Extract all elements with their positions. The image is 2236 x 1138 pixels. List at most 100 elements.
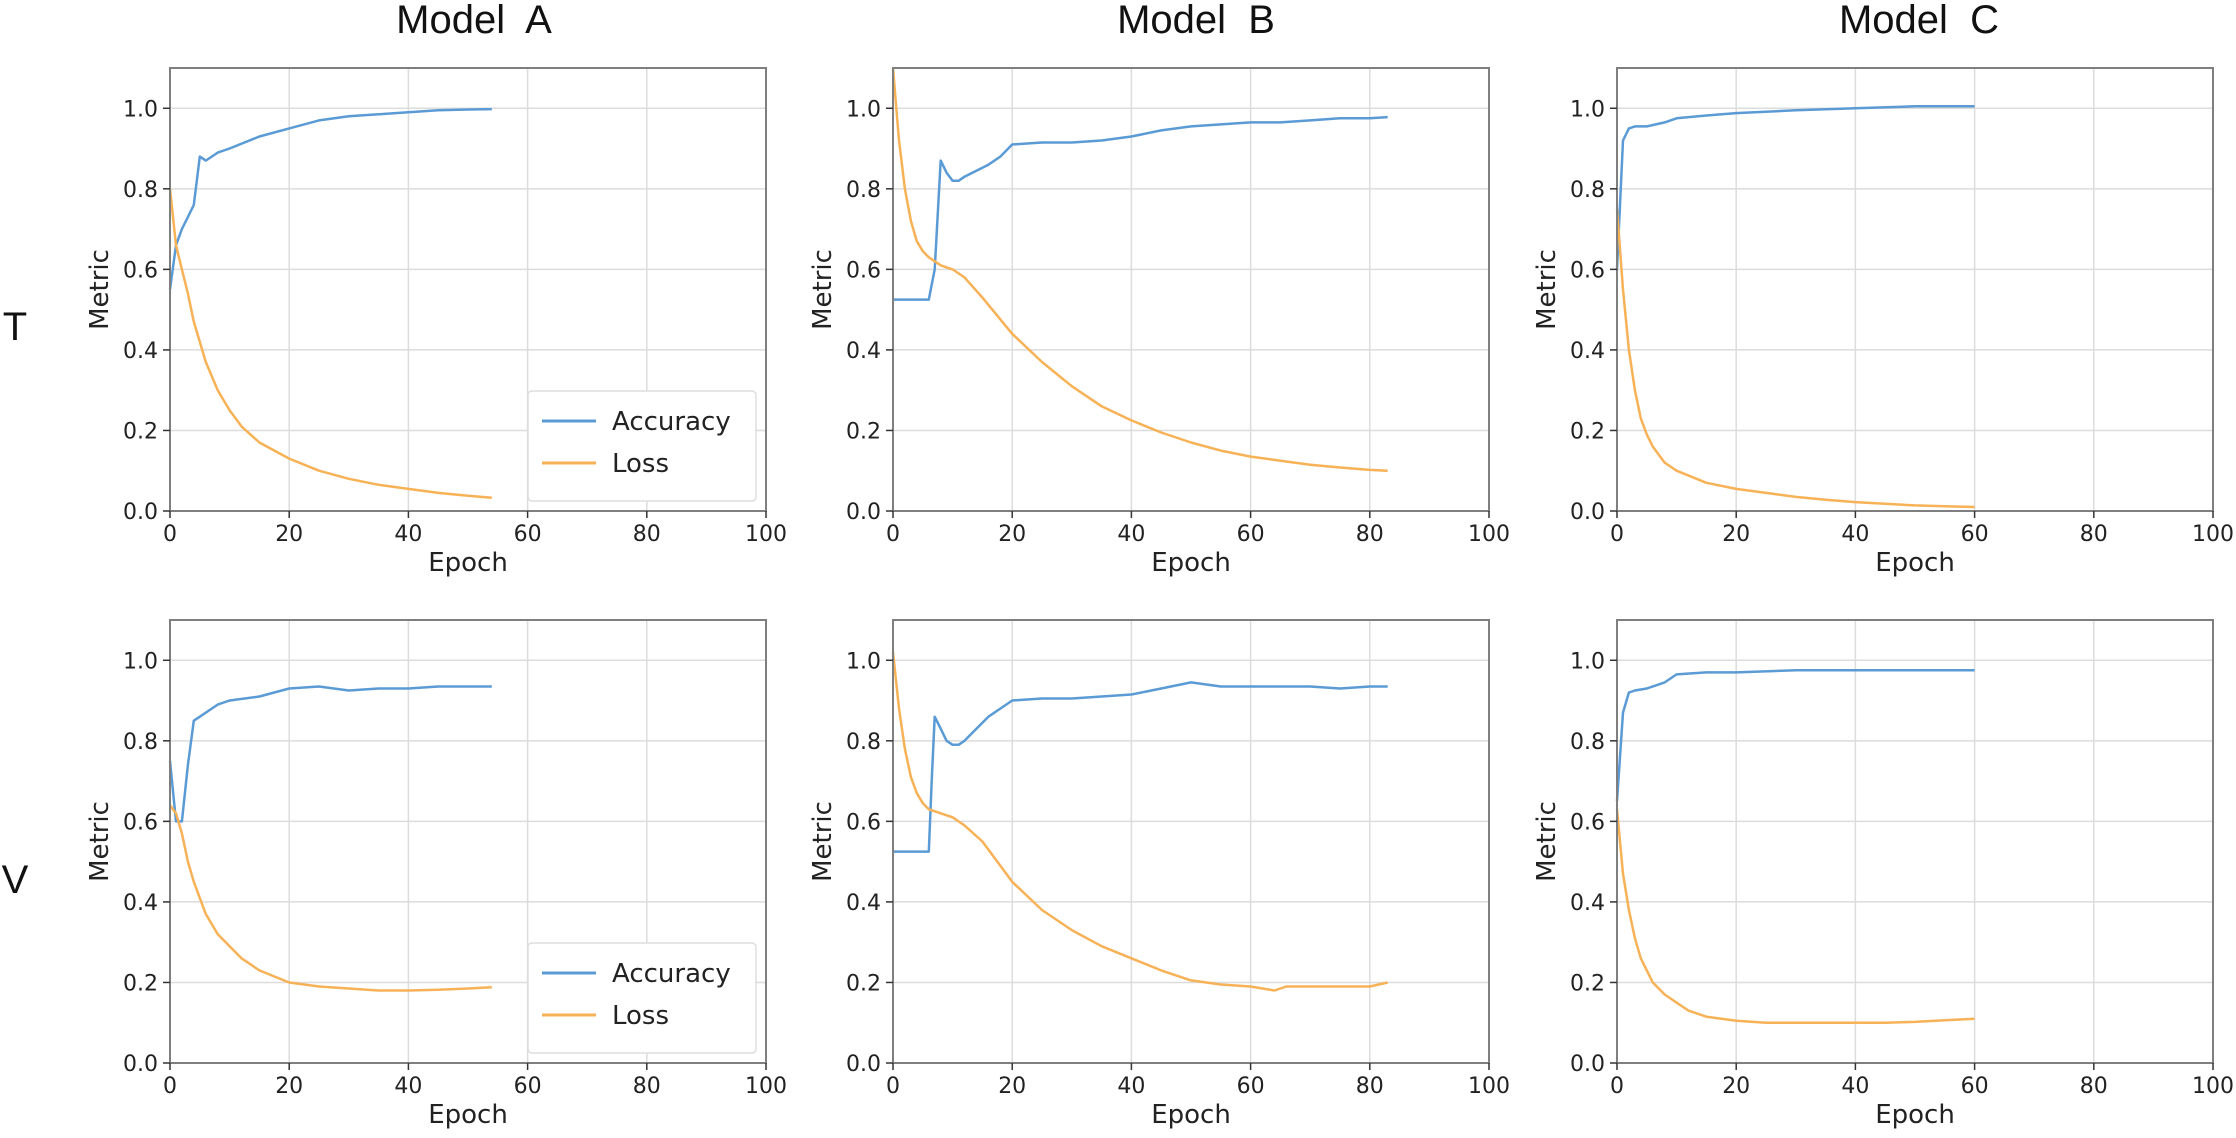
x-tick-label: 80 [633,522,661,547]
y-axis-label: Metric [85,249,115,330]
axes-frame [169,67,767,512]
x-tick-label: 60 [514,522,542,547]
y-tick-label: 0.4 [123,339,158,364]
series-line-loss [1615,208,1975,509]
x-tick-label: 0 [886,522,900,547]
y-tick-label: 1.0 [1570,97,1605,122]
x-tick-label: 60 [1237,522,1265,547]
y-tick-label: 0.2 [123,971,158,996]
axes-frame [1616,619,2214,1064]
x-tick-label: 100 [745,1074,787,1099]
series-line-accuracy [168,685,492,823]
x-tick-label: 80 [1356,1074,1384,1099]
x-tick-label: 20 [275,1074,303,1099]
y-tick-label: 0.4 [846,891,881,916]
x-tick-label: 0 [163,1074,177,1099]
y-tick-label: 0.0 [123,500,158,525]
y-axis-label: Metric [1532,249,1562,330]
legend: Accuracy Loss [527,942,757,1054]
y-axis-label: Metric [808,801,838,882]
x-tick-label: 20 [275,522,303,547]
x-axis-label: Epoch [1875,1100,1955,1130]
legend-label-accuracy: Accuracy [612,407,731,437]
y-tick-label: 0.6 [123,258,158,283]
chart-panel-4: 0 20 40 60 80 100 0.0 0.2 0.4 0.6 0.8 1.0 Epoch Metri… [85,619,787,1130]
chart-panel-1: 0 20 40 60 80 100 0.0 0.2 0.4 0.6 0.8 1.0 Epoch Metri… [85,67,787,578]
column-title-model-c: Model C [1838,0,2000,42]
column-title-model-b: Model B [1117,0,1275,42]
x-tick-label: 0 [1610,1074,1624,1099]
legend-label-loss: Loss [612,1001,669,1031]
x-tick-label: 40 [1841,1074,1869,1099]
x-axis-label: Epoch [1151,548,1231,578]
chart-panel-6: 0 20 40 60 80 100 0.0 0.2 0.4 0.6 0.8 1.0 Epoch Metri… [1532,619,2234,1130]
axes-frame [169,619,767,1064]
y-tick-label: 0.2 [1570,419,1605,444]
y-tick-label: 0.8 [123,178,158,203]
x-tick-label: 20 [998,1074,1026,1099]
series-line-accuracy [893,115,1388,301]
y-tick-label: 0.6 [123,810,158,835]
y-tick-label: 0.0 [846,1052,881,1077]
x-tick-label: 40 [1117,522,1145,547]
series-line-loss [168,188,492,499]
y-tick-label: 0.4 [1570,891,1605,916]
x-tick-label: 40 [394,1074,422,1099]
x-tick-label: 80 [633,1074,661,1099]
x-tick-label: 100 [1468,522,1510,547]
series-line-accuracy [893,681,1388,853]
y-tick-label: 0.6 [846,258,881,283]
series-line-accuracy [168,107,492,290]
y-tick-label: 0.2 [123,419,158,444]
x-tick-label: 80 [2080,1074,2108,1099]
row-label-t: T [2,305,28,349]
x-tick-label: 100 [2192,522,2234,547]
y-tick-label: 1.0 [123,649,158,674]
axes-frame [892,619,1490,1064]
legend-box [527,942,757,1054]
x-tick-label: 20 [1722,1074,1750,1099]
x-tick-label: 60 [514,1074,542,1099]
series-line-loss [891,652,1388,992]
x-axis-label: Epoch [1875,548,1955,578]
chart-panel-2: 0 20 40 60 80 100 0.0 0.2 0.4 0.6 0.8 1.0 Epoch Metri… [808,67,1510,578]
series-line-loss [1615,809,1975,1024]
y-tick-label: 0.0 [123,1052,158,1077]
y-tick-label: 0.0 [1570,1052,1605,1077]
x-axis-label: Epoch [428,1100,508,1130]
x-tick-label: 40 [1841,522,1869,547]
x-tick-label: 0 [1610,522,1624,547]
y-tick-label: 0.4 [123,891,158,916]
series-line-loss [169,804,492,992]
y-tick-label: 1.0 [1570,649,1605,674]
x-tick-label: 100 [745,522,787,547]
x-tick-label: 20 [1722,522,1750,547]
x-tick-label: 60 [1237,1074,1265,1099]
x-tick-label: 80 [2080,522,2108,547]
y-tick-label: 0.0 [1570,500,1605,525]
y-tick-label: 0.2 [1570,971,1605,996]
y-tick-label: 0.6 [846,810,881,835]
y-tick-label: 1.0 [123,97,158,122]
y-axis-label: Metric [808,249,838,330]
chart-panel-5: 0 20 40 60 80 100 0.0 0.2 0.4 0.6 0.8 1.0 Epoch Metri… [808,619,1510,1130]
y-tick-label: 0.4 [846,339,881,364]
legend-label-accuracy: Accuracy [612,959,731,989]
x-tick-label: 40 [1117,1074,1145,1099]
column-title-model-a: Model A [396,0,552,42]
y-tick-label: 0.2 [846,971,881,996]
series-line-accuracy [1615,669,1975,802]
x-tick-label: 100 [1468,1074,1510,1099]
legend: Accuracy Loss [527,390,757,502]
y-tick-label: 1.0 [846,97,881,122]
x-tick-label: 100 [2192,1074,2234,1099]
x-tick-label: 0 [163,522,177,547]
x-tick-label: 60 [1961,1074,1989,1099]
x-axis-label: Epoch [1151,1100,1231,1130]
axes-frame [892,67,1490,512]
y-tick-label: 0.8 [1570,730,1605,755]
y-tick-label: 0.8 [1570,178,1605,203]
y-axis-label: Metric [1532,801,1562,882]
